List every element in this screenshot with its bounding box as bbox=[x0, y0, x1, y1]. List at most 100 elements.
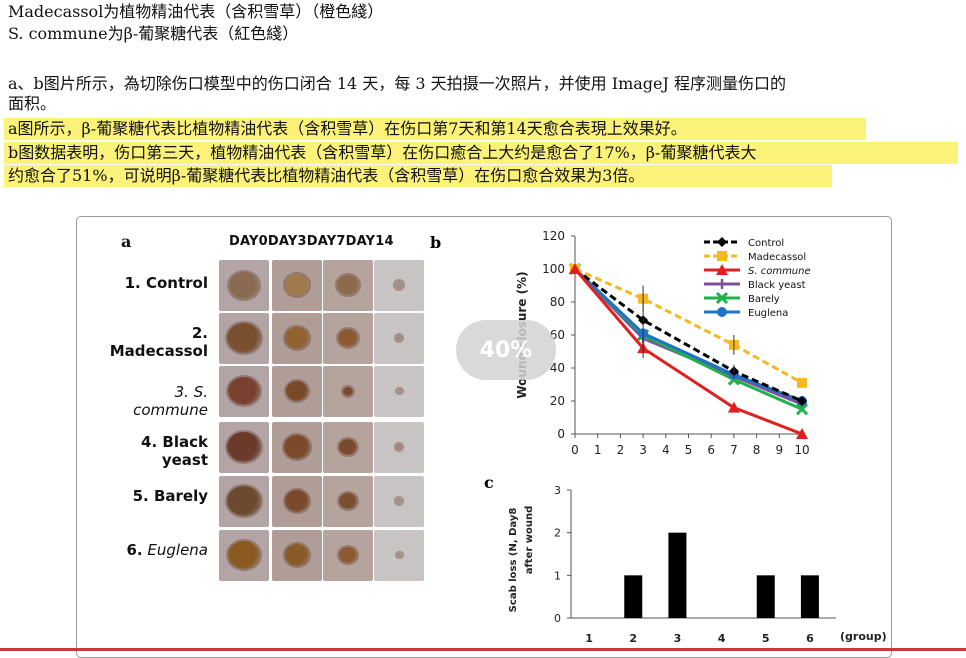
wound-photo-black-yeast-day7 bbox=[323, 422, 373, 473]
bottom-red-rule bbox=[0, 648, 966, 651]
wound-photo-s-commune-day0 bbox=[219, 366, 269, 417]
wound-photo-euglena-day7 bbox=[323, 530, 373, 581]
wound-photo-euglena-day3 bbox=[272, 530, 322, 581]
bar-group-6 bbox=[800, 575, 819, 618]
panel-c-bar-chart: c 0 1 2 3 1 2 3 4 5 6 (group) Scab loss (N, Day8 aft… bbox=[484, 473, 886, 645]
wound-photo-control-day0 bbox=[219, 260, 269, 311]
wound-photo-barely-day3 bbox=[272, 476, 322, 527]
highlight-finding-b-line-1: b图数据表明，伤口第三天，植物精油代表（含积雪草）在伤口癒合上大约是愈合了17%… bbox=[8, 143, 757, 162]
legend-label: S. commune bbox=[748, 266, 811, 277]
wound-photo-black-yeast-day14 bbox=[374, 422, 424, 473]
y-tick-label: 2 bbox=[554, 527, 561, 540]
y-tick-label: 80 bbox=[550, 295, 565, 309]
panel-a-row-label-black-yeast: 4. Black yeast bbox=[141, 433, 208, 469]
wound-photo-control-day7 bbox=[323, 260, 373, 311]
legend-label: Control bbox=[748, 238, 784, 249]
wound-photo-euglena-day0 bbox=[219, 530, 269, 581]
wound-photo-control-day14 bbox=[374, 260, 424, 311]
data-point-marker bbox=[717, 279, 727, 289]
highlight-background-1 bbox=[4, 118, 866, 140]
data-point-marker bbox=[797, 396, 807, 406]
x-tick-label: 0 bbox=[571, 443, 579, 457]
highlight-background-3 bbox=[4, 165, 832, 187]
loading-progress-overlay: 40% bbox=[456, 320, 556, 380]
wound-mark bbox=[227, 431, 261, 463]
wound-photo-s-commune-day7 bbox=[323, 366, 373, 417]
wound-photo-s-commune-day14 bbox=[374, 366, 424, 417]
wound-mark bbox=[284, 435, 310, 459]
x-tick-label: 5 bbox=[762, 632, 770, 645]
series-line-s-commune bbox=[573, 268, 803, 436]
x-tick-label: 4 bbox=[718, 632, 726, 645]
wound-mark bbox=[285, 490, 309, 512]
data-point-marker bbox=[715, 291, 729, 305]
legend-label: Black yeast bbox=[748, 280, 806, 291]
data-point-marker bbox=[795, 403, 809, 416]
wound-mark bbox=[396, 335, 402, 341]
wound-photo-barely-day14 bbox=[374, 476, 424, 527]
wound-mark bbox=[337, 275, 359, 295]
data-point-marker bbox=[727, 401, 740, 413]
wound-photo-madecassol-day14 bbox=[374, 313, 424, 364]
wound-mark bbox=[339, 438, 357, 456]
data-point-marker bbox=[717, 237, 727, 247]
y-tick-label: 0 bbox=[554, 612, 561, 625]
x-tick-label: 4 bbox=[662, 443, 670, 457]
series-line-madecassol bbox=[574, 267, 803, 385]
y-tick-label: 3 bbox=[554, 484, 561, 497]
wound-mark bbox=[338, 329, 358, 347]
wound-mark bbox=[285, 274, 309, 296]
wound-mark bbox=[339, 546, 357, 564]
x-tick-label: 5 bbox=[685, 443, 693, 457]
wound-mark bbox=[396, 388, 402, 394]
x-tick-label: 2 bbox=[629, 632, 637, 645]
highlight-finding-b-line-2: 约愈合了51%，可说明β-葡聚糖代表比植物精油代表（含积雪草）在伤口愈合效果为3… bbox=[8, 166, 645, 185]
y-tick-label: 120 bbox=[542, 229, 565, 243]
intro-line-madecassol: Madecassol为植物精油代表（含积雪草）（橙色綫） bbox=[8, 2, 384, 21]
wound-photo-euglena-day14 bbox=[374, 530, 424, 581]
data-point-marker bbox=[569, 263, 581, 274]
panel-c-letter: c bbox=[484, 473, 494, 492]
series-line-euglena bbox=[573, 267, 803, 403]
data-point-marker bbox=[796, 428, 808, 439]
intro-paragraph-line-2: 面积。 bbox=[8, 94, 57, 113]
figure-frame bbox=[76, 216, 892, 658]
panel-a-day-header: DAY0DAY3DAY7DAY14 bbox=[229, 234, 394, 249]
wound-mark bbox=[343, 386, 353, 396]
wound-photo-barely-day0 bbox=[219, 476, 269, 527]
x-tick-label: 3 bbox=[674, 632, 682, 645]
wound-mark bbox=[228, 540, 260, 570]
wound-photo-madecassol-day3 bbox=[272, 313, 322, 364]
wound-photo-black-yeast-day3 bbox=[272, 422, 322, 473]
highlight-background-2 bbox=[4, 142, 958, 164]
x-tick-label: 6 bbox=[806, 632, 814, 645]
wound-mark bbox=[395, 281, 403, 289]
intro-paragraph-line-1: a、b图片所示，為切除伤口模型中的伤口闭合 14 天，每 3 天拍摄一次照片，并… bbox=[8, 74, 786, 93]
wound-photo-control-day3 bbox=[272, 260, 322, 311]
legend-label: Barely bbox=[748, 294, 780, 305]
x-tick-label: 9 bbox=[775, 443, 783, 457]
data-point-marker bbox=[717, 307, 727, 317]
x-axis-label: (group) bbox=[840, 630, 886, 643]
wound-photo-barely-day7 bbox=[323, 476, 373, 527]
y-axis-label-line-2: after wound bbox=[524, 506, 535, 575]
legend-label: Euglena bbox=[748, 308, 788, 319]
bar-group-3 bbox=[668, 532, 687, 618]
y-tick-label: 0 bbox=[557, 427, 565, 441]
x-tick-label: 10 bbox=[794, 443, 809, 457]
y-axis-label-line-1: Scab loss (N, Day8 bbox=[508, 508, 519, 613]
data-point-marker bbox=[717, 251, 727, 261]
y-tick-label: 1 bbox=[554, 569, 561, 582]
panel-b-line-chart: b 012345678910020406080100120Wound closu… bbox=[430, 229, 811, 457]
x-tick-label: 2 bbox=[617, 443, 625, 457]
data-point-marker bbox=[797, 377, 807, 388]
x-tick-label: 7 bbox=[730, 443, 738, 457]
x-tick-label: 8 bbox=[753, 443, 761, 457]
wound-photo-s-commune-day3 bbox=[272, 366, 322, 417]
wound-photo-black-yeast-day0 bbox=[219, 422, 269, 473]
panel-a-row-label-control: 1. Control bbox=[124, 274, 208, 292]
wound-mark bbox=[228, 376, 260, 406]
data-point-marker bbox=[716, 264, 728, 275]
wound-mark bbox=[396, 444, 402, 450]
wound-mark bbox=[339, 492, 357, 510]
